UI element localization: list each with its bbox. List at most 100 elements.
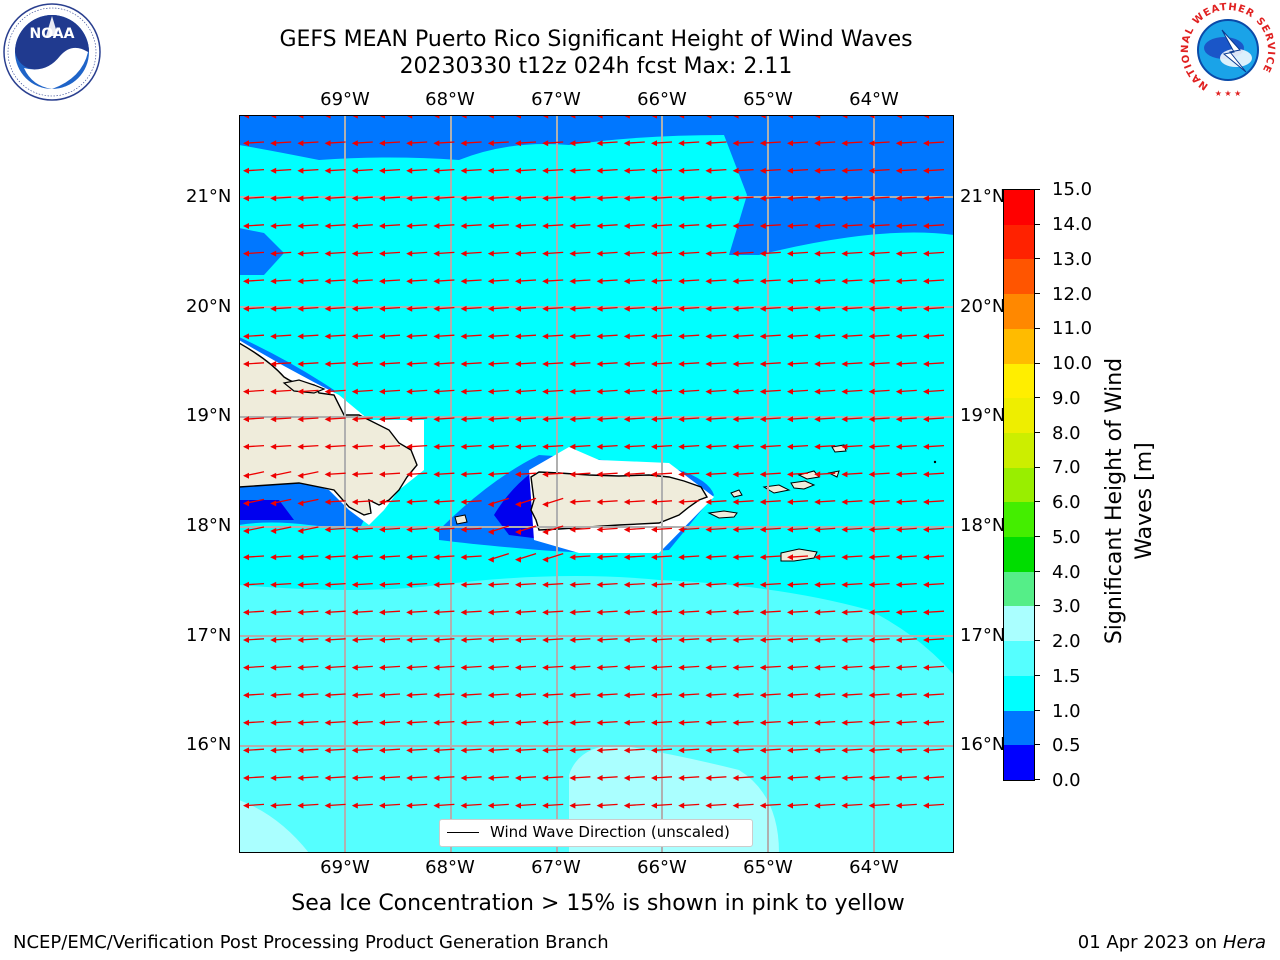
- wind-wave-arrowhead: [515, 609, 521, 616]
- wind-wave-arrowhead: [433, 333, 440, 340]
- wind-wave-arrowhead: [596, 802, 603, 809]
- wind-wave-arrowhead: [732, 802, 739, 809]
- wind-wave-arrowhead: [596, 167, 603, 174]
- wind-wave-arrowhead: [814, 719, 821, 726]
- wind-wave-arrowhead: [243, 416, 249, 423]
- wind-wave-arrowhead: [923, 361, 929, 367]
- wind-wave-arrowhead: [406, 195, 413, 202]
- wind-wave-arrowhead: [515, 195, 521, 202]
- wind-wave-arrowhead: [651, 140, 657, 147]
- svg-text:★ ★ ★: ★ ★ ★: [1215, 89, 1242, 98]
- wind-wave-arrowhead: [406, 471, 413, 478]
- wind-wave-arrowhead: [406, 499, 413, 505]
- land-sombrero: [933, 460, 937, 464]
- land-culebra: [730, 489, 743, 498]
- wind-wave-arrowhead: [732, 140, 739, 147]
- wind-wave-arrowhead: [379, 195, 385, 202]
- colorbar-tick-3: 1.5: [1052, 666, 1081, 687]
- wind-wave-arrowhead: [515, 775, 521, 781]
- wind-wave-arrowhead: [433, 581, 440, 588]
- wind-wave-arrowhead: [297, 416, 304, 423]
- wind-wave-arrowhead: [814, 471, 821, 478]
- wind-wave-arrowhead: [270, 333, 277, 340]
- land-vieques: [707, 510, 738, 519]
- wind-wave-arrowhead: [787, 416, 793, 423]
- wind-wave-arrowhead: [270, 140, 277, 147]
- wind-wave-arrowhead: [351, 195, 358, 202]
- wind-wave-arrowhead: [705, 333, 712, 340]
- wind-wave-arrowhead: [270, 305, 277, 312]
- lat-label-right-3: 18°N: [960, 515, 1006, 536]
- wind-wave-arrowhead: [895, 637, 902, 643]
- wind-wave-arrowhead: [923, 223, 929, 229]
- wind-wave-arrowhead: [433, 416, 440, 423]
- wind-wave-arrowhead: [678, 692, 685, 699]
- wind-wave-arrowhead: [705, 388, 712, 395]
- wave-band-0.5-1-west: [239, 228, 284, 275]
- wind-wave-arrowhead: [351, 526, 358, 533]
- map-title-line2: 20230330 t12z 024h fcst Max: 2.11: [399, 54, 793, 79]
- wind-wave-arrowhead: [406, 223, 413, 229]
- wind-wave-arrowhead: [542, 250, 549, 257]
- wind-wave-arrowhead: [841, 747, 848, 754]
- wind-wave-arrowhead: [515, 416, 521, 423]
- wind-wave-arrowhead: [678, 443, 685, 450]
- wind-wave-arrowhead: [542, 416, 549, 423]
- map-legend: Wind Wave Direction (unscaled): [439, 819, 753, 847]
- wind-wave-arrowhead: [351, 471, 358, 478]
- wind-wave-arrowhead: [814, 609, 821, 616]
- wind-wave-arrowhead: [895, 223, 902, 229]
- wind-wave-arrowhead: [406, 416, 413, 423]
- wind-wave-arrowhead: [324, 361, 331, 367]
- wind-wave-arrowhead: [787, 526, 793, 533]
- wind-wave-arrowhead: [379, 802, 385, 809]
- wind-wave-arrowhead: [270, 443, 277, 450]
- wave-band-2-3-southwest: [239, 800, 309, 853]
- wind-wave-arrowhead: [841, 388, 848, 395]
- colorbar-tickmark: [1034, 327, 1040, 329]
- wind-wave-arrowhead: [406, 167, 413, 174]
- wind-wave-arrowhead: [895, 333, 902, 340]
- colorbar-swatch-3: [1004, 641, 1034, 676]
- wind-wave-arrowhead: [895, 195, 902, 202]
- wind-wave-arrowhead: [351, 140, 358, 147]
- wind-wave-arrowhead: [732, 609, 739, 616]
- wind-wave-arrowhead: [569, 526, 576, 533]
- wind-wave-arrowhead: [732, 333, 739, 340]
- wind-wave-arrowhead: [433, 223, 440, 229]
- wind-wave-arrowhead: [351, 692, 358, 699]
- wind-wave-arrowhead: [460, 664, 467, 671]
- colorbar-tickmark: [1034, 605, 1040, 607]
- wind-wave-arrowhead: [678, 140, 685, 147]
- wind-wave-arrowhead: [787, 443, 793, 450]
- land-mona: [454, 514, 468, 525]
- wind-wave-arrowhead: [460, 692, 467, 699]
- wind-wave-arrowhead: [351, 305, 358, 312]
- wind-wave-arrowhead: [895, 471, 902, 478]
- wind-wave-arrowhead: [297, 278, 304, 285]
- lat-label-left-2: 19°N: [186, 405, 232, 426]
- wind-wave-arrowhead: [623, 692, 630, 699]
- wind-wave-arrowhead: [406, 692, 413, 699]
- wind-wave-arrowhead: [542, 637, 549, 643]
- wind-wave-arrowhead: [596, 195, 603, 202]
- wind-wave-arrowhead: [868, 747, 875, 754]
- wind-wave-arrowhead: [243, 802, 249, 809]
- wind-wave-arrowhead: [596, 775, 603, 781]
- wind-wave-arrowhead: [787, 250, 793, 257]
- wind-wave-arrowhead: [569, 388, 576, 395]
- wind-wave-arrowhead: [515, 333, 521, 340]
- wind-wave-arrowhead: [678, 471, 685, 478]
- wind-wave-arrowhead: [243, 581, 249, 588]
- wind-wave-arrowhead: [623, 747, 630, 754]
- wind-wave-arrowhead: [841, 333, 848, 340]
- wind-wave-arrowhead: [732, 499, 739, 505]
- wind-wave-arrowhead: [379, 333, 385, 340]
- wind-wave-arrowhead: [487, 443, 494, 450]
- colorbar-tickmark: [1034, 293, 1040, 295]
- wind-wave-arrowhead: [759, 775, 766, 781]
- colorbar: [1003, 189, 1035, 781]
- colorbar-tick-5: 3.0: [1052, 596, 1081, 617]
- wind-wave-arrowhead: [923, 333, 929, 340]
- wind-wave-arrowhead: [623, 388, 630, 395]
